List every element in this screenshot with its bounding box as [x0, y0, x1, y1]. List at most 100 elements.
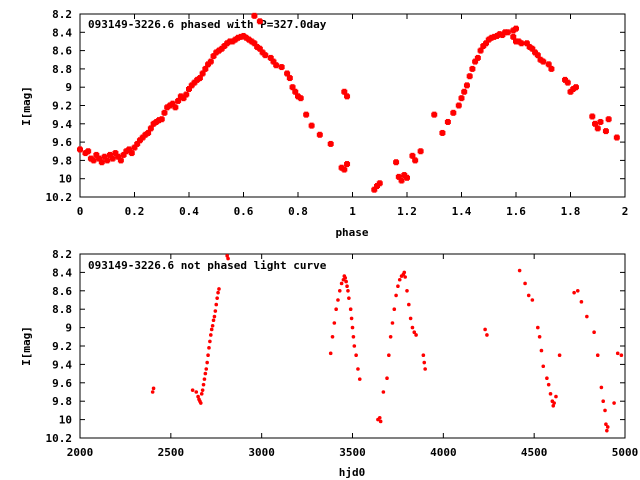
data-points — [150, 254, 624, 433]
data-point — [461, 88, 468, 95]
data-point — [552, 401, 556, 405]
data-point — [532, 49, 539, 56]
data-point — [405, 289, 409, 293]
x-tick-label: 1.4 — [452, 205, 472, 218]
y-axis-label: I[mag] — [20, 326, 33, 366]
data-point — [169, 100, 176, 107]
data-point — [344, 93, 351, 100]
data-point — [480, 43, 487, 50]
data-point — [284, 70, 291, 77]
data-point — [439, 129, 446, 136]
data-point — [485, 333, 489, 337]
data-point — [337, 289, 342, 293]
data-point — [619, 353, 624, 358]
data-point — [194, 390, 199, 394]
data-point — [603, 408, 607, 413]
data-point — [202, 65, 209, 72]
data-point — [371, 186, 378, 193]
data-point — [334, 307, 338, 312]
data-point — [214, 302, 219, 307]
data-point — [398, 177, 405, 184]
data-point — [572, 290, 576, 295]
x-tick-label: 0.8 — [288, 205, 308, 218]
y-tick-label: 8.6 — [52, 285, 72, 298]
data-point — [594, 125, 601, 132]
data-point — [530, 298, 535, 302]
x-axis-label: phase — [335, 226, 368, 239]
data-point — [393, 159, 400, 166]
data-point — [126, 146, 133, 153]
data-point — [332, 321, 337, 325]
data-point — [212, 314, 217, 319]
y-tick-label: 8.8 — [52, 63, 72, 76]
data-point — [350, 325, 355, 330]
data-point — [354, 353, 358, 358]
data-point — [575, 289, 580, 293]
data-point — [339, 281, 344, 286]
data-point — [336, 298, 340, 302]
chart-title: 093149-3226.6 not phased light curve — [88, 259, 327, 272]
data-point — [172, 104, 179, 111]
data-point — [537, 335, 542, 339]
data-point — [546, 382, 551, 387]
data-point — [469, 65, 476, 72]
data-point — [98, 159, 105, 166]
x-tick-label: 1.6 — [506, 205, 526, 218]
data-point — [592, 120, 599, 127]
data-point — [557, 353, 562, 358]
data-point — [262, 52, 269, 59]
data-point — [567, 88, 574, 95]
data-point — [104, 157, 111, 164]
data-point — [202, 377, 207, 381]
data-point — [517, 268, 522, 273]
data-point — [328, 351, 333, 356]
data-point — [117, 157, 124, 164]
x-tick-label: 5000 — [612, 446, 639, 459]
data-point — [112, 150, 119, 157]
data-point — [407, 302, 411, 307]
data-point — [612, 401, 616, 405]
data-point — [209, 333, 213, 337]
data-point — [536, 325, 540, 330]
data-point — [381, 390, 386, 394]
data-point — [201, 382, 206, 387]
data-point — [377, 415, 382, 420]
x-tick-label: 0.6 — [234, 205, 254, 218]
data-point — [518, 40, 525, 47]
data-point — [376, 180, 383, 187]
data-point — [289, 84, 296, 91]
data-point — [387, 353, 391, 358]
data-point — [145, 129, 152, 136]
data-point — [225, 254, 229, 258]
data-point — [605, 116, 612, 123]
data-point — [349, 316, 354, 321]
y-axis-label: I[mag] — [20, 86, 33, 126]
y-tick-label: 9.4 — [52, 118, 72, 131]
data-point — [348, 307, 353, 312]
data-point — [345, 284, 349, 289]
data-point — [183, 91, 190, 98]
data-point — [385, 376, 389, 381]
data-point — [286, 75, 293, 82]
chart-title: 093149-3226.6 phased with P=327.0day — [88, 18, 327, 31]
unphased-light-curve-plot: 093149-3226.6 not phased light curve hjd… — [20, 248, 638, 479]
data-point — [200, 388, 205, 392]
data-point — [106, 151, 113, 158]
data-point — [210, 323, 215, 328]
data-point — [316, 131, 323, 138]
data-point — [408, 316, 413, 321]
data-point — [357, 377, 362, 381]
data-point — [402, 270, 407, 275]
plot-frame — [79, 253, 626, 439]
axis-ticks: 0 0.2 0.4 0.6 0.8 1 1.2 1.4 1.6 1.8 2 8.2 8.4 8.6 8.8 9… — [46, 8, 629, 218]
data-point — [199, 401, 203, 405]
data-point — [540, 58, 547, 65]
data-point — [151, 386, 156, 391]
x-tick-label: 2000 — [67, 446, 94, 459]
x-tick-label: 3000 — [248, 446, 275, 459]
data-point — [431, 111, 438, 118]
x-tick-label: 1.2 — [397, 205, 417, 218]
data-point — [211, 318, 216, 323]
data-point — [199, 392, 204, 396]
